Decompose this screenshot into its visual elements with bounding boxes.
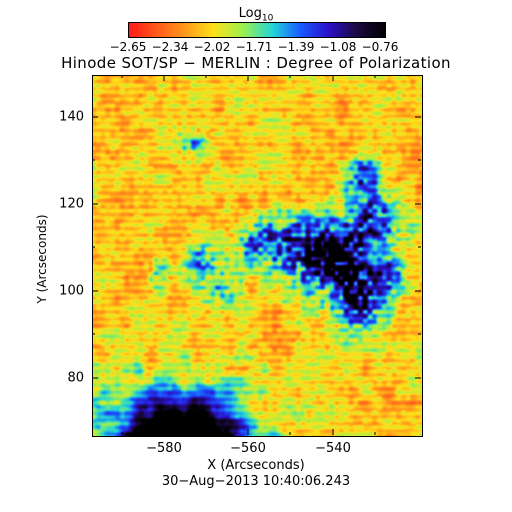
colorbar-tick-label: −1.71 [235,40,273,54]
y-tick-label: 100 [59,283,84,299]
y-tick-label: 140 [59,109,84,125]
colorbar-tick-label: −2.02 [193,40,231,54]
colorbar-tick-label: −0.76 [361,40,399,54]
colorbar-tick-label: −1.08 [319,40,357,54]
timestamp: 30−Aug−2013 10:40:06.243 [161,474,351,489]
colorbar-tick-label: −2.34 [151,40,189,54]
colorbar-tick-label: −2.65 [109,40,147,54]
x-tick-label: −580 [146,441,182,456]
colorbar-tick-label: −1.39 [277,40,315,54]
y-tick-label: 120 [59,196,84,212]
figure-title: Hinode SOT/SP − MERLIN : Degree of Polar… [61,54,451,72]
polarization-map [92,75,423,437]
polarization-map-image [93,76,422,436]
x-tick-label: −540 [315,441,351,456]
x-tick-label: −560 [230,441,266,456]
y-tick-label: 80 [67,370,84,386]
x-axis-label: X (Arcseconds) [207,458,305,473]
colorbar [128,22,386,38]
y-axis-label: Y (Arcseconds) [35,214,49,304]
colorbar-title: Log10 [238,6,274,24]
